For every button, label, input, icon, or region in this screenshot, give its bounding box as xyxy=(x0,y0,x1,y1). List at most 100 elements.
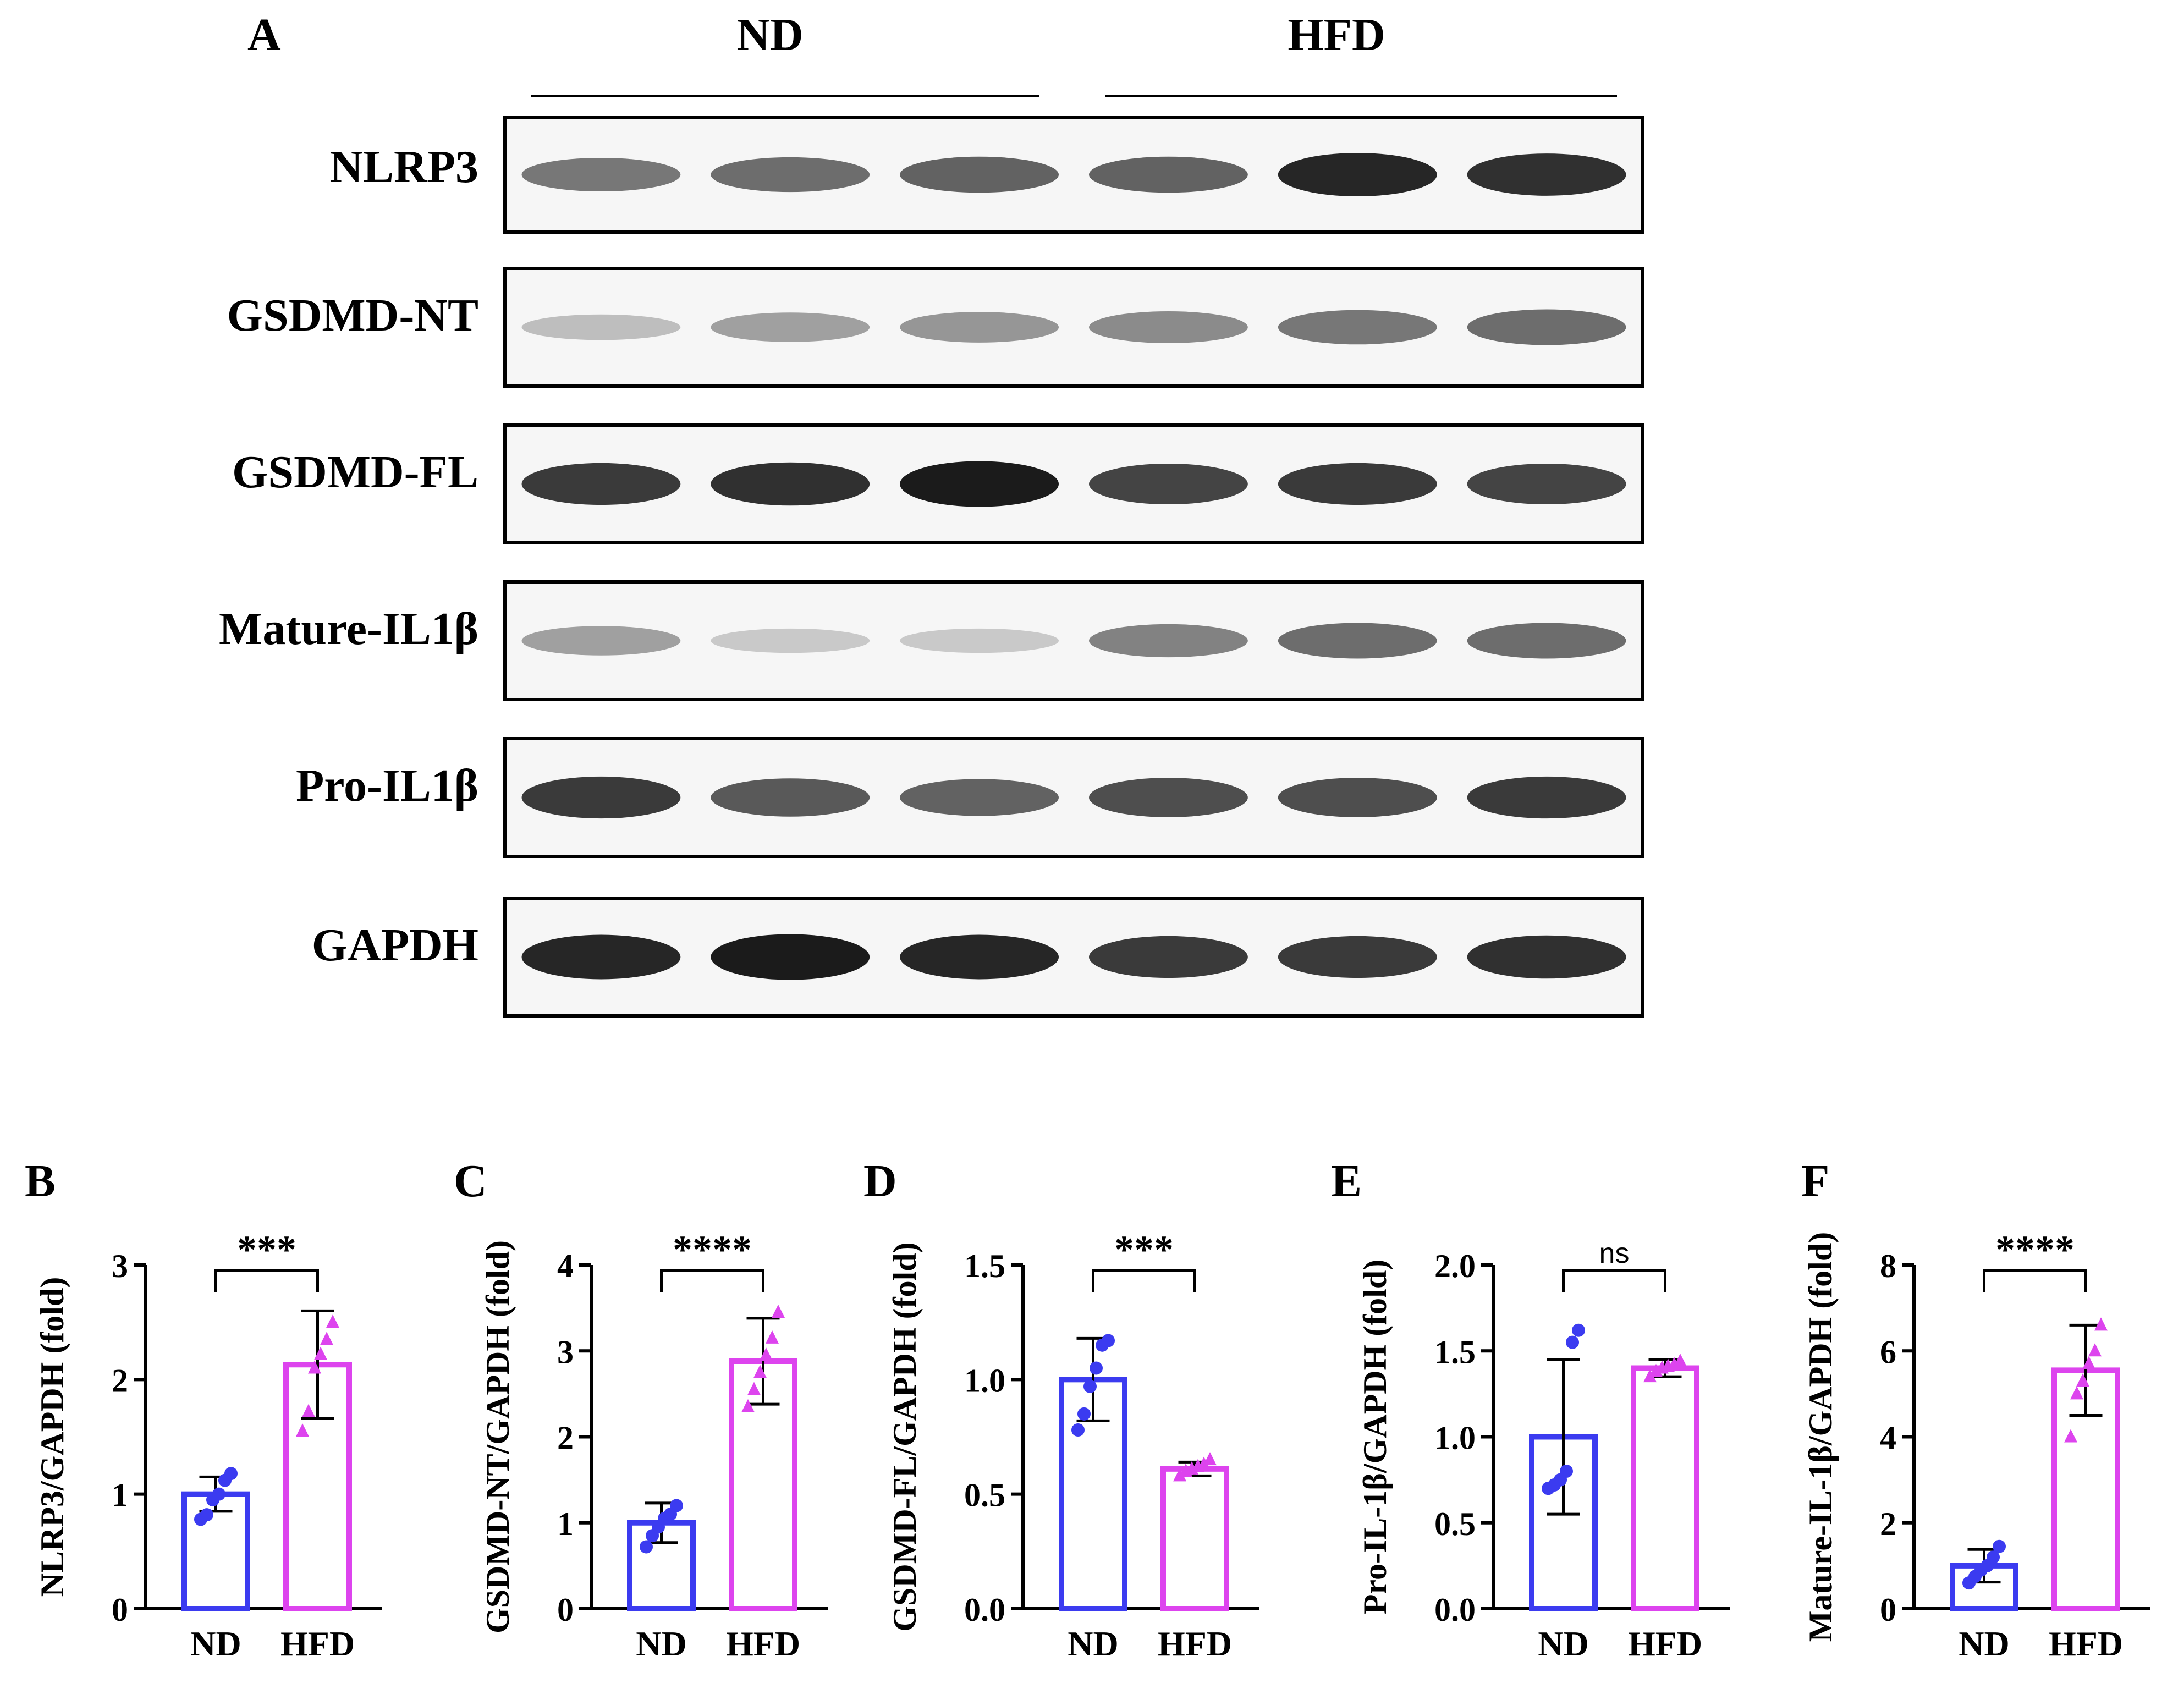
blot-band xyxy=(1278,463,1437,505)
significance-bracket xyxy=(1092,1269,1196,1292)
blot-label-gsdmd-nt: GSDMD-NT xyxy=(227,290,478,341)
y-axis-label: Mature-IL-1β/GAPDH (fold) xyxy=(1802,1232,1839,1642)
y-tick-label: 0 xyxy=(1880,1592,1896,1628)
y-tick-label: 1.5 xyxy=(964,1248,1005,1284)
data-point xyxy=(2094,1317,2108,1331)
blot-strip-gapdh xyxy=(503,897,1644,1018)
data-point xyxy=(1572,1323,1585,1337)
data-point xyxy=(1173,1468,1186,1482)
blot-label-nlrp3: NLRP3 xyxy=(329,141,478,193)
significance-label: *** xyxy=(237,1228,296,1272)
data-point xyxy=(1077,1407,1091,1421)
significance-bracket xyxy=(660,1269,764,1292)
y-tick-label: 0.5 xyxy=(1434,1506,1476,1542)
blot-band xyxy=(1467,623,1626,659)
panel-letter-a: A xyxy=(247,9,281,61)
blot-band xyxy=(521,463,681,505)
blot-band xyxy=(900,156,1059,193)
significance-label: ns xyxy=(1599,1238,1630,1269)
data-point xyxy=(1668,1357,1681,1371)
data-point xyxy=(1987,1550,2000,1564)
panel-letter: E xyxy=(1331,1156,1362,1207)
y-axis-label: GSDMD-FL/GAPDH (fold) xyxy=(887,1242,923,1631)
category-label-nd: ND xyxy=(1538,1624,1588,1663)
blot-label-mature-il1b: Mature-IL1β xyxy=(219,603,478,654)
significance-label: *** xyxy=(1114,1228,1174,1272)
blot-band xyxy=(1467,463,1626,505)
y-tick-label: 4 xyxy=(557,1248,574,1284)
data-point xyxy=(1071,1423,1085,1437)
blot-band xyxy=(521,157,681,192)
data-point xyxy=(302,1404,315,1417)
data-point xyxy=(2076,1373,2089,1387)
y-tick-label: 2 xyxy=(1880,1506,1896,1542)
y-tick-label: 2.0 xyxy=(1434,1248,1476,1284)
blot-band xyxy=(1278,936,1437,978)
significance-label: **** xyxy=(1995,1228,2075,1272)
panel-letter: C xyxy=(454,1156,487,1207)
data-point xyxy=(640,1540,653,1554)
category-label-nd: ND xyxy=(1068,1624,1118,1663)
data-point xyxy=(1993,1539,2006,1553)
chart-b: B 0 1 2 3 NLRP3/GAPDH (fold) ND HFD *** xyxy=(25,1156,382,1663)
y-tick-label: 1 xyxy=(112,1477,128,1514)
blot-band xyxy=(1089,463,1248,505)
category-label-hfd: HFD xyxy=(1628,1624,1702,1663)
blot-band xyxy=(711,312,870,342)
blot-band xyxy=(900,461,1059,507)
y-tick-label: 2 xyxy=(112,1362,128,1399)
data-point xyxy=(741,1399,755,1412)
significance-bracket xyxy=(1983,1269,2087,1292)
blot-band xyxy=(1089,778,1248,817)
data-point xyxy=(308,1360,321,1374)
blot-band xyxy=(711,157,870,193)
data-point xyxy=(670,1499,683,1513)
blot-label-gsdmd-fl: GSDMD-FL xyxy=(232,447,478,498)
data-point xyxy=(1649,1363,1663,1377)
data-point xyxy=(760,1348,773,1361)
blot-band xyxy=(1278,623,1437,659)
y-tick-label: 0 xyxy=(557,1592,574,1628)
y-axis-label: Pro-IL-1β/GAPDH (fold) xyxy=(1357,1260,1393,1614)
y-tick-label: 0.0 xyxy=(1434,1592,1476,1628)
blot-strip-nlrp3 xyxy=(503,116,1644,234)
y-tick-label: 1.0 xyxy=(1434,1420,1476,1456)
blot-band xyxy=(1467,153,1626,196)
y-tick-label: 4 xyxy=(1880,1420,1896,1456)
y-tick-label: 1.0 xyxy=(964,1362,1005,1399)
y-tick-label: 6 xyxy=(1880,1334,1896,1370)
data-point xyxy=(326,1314,339,1328)
blot-band xyxy=(1467,935,1626,979)
blot-band xyxy=(1089,156,1248,193)
data-point xyxy=(1560,1465,1573,1478)
chart-c: C 0 1 2 3 4 GSDMD-NT/GAPDH (fold) ND HFD **** xyxy=(454,1156,828,1663)
category-label-nd: ND xyxy=(1959,1624,2009,1663)
data-point xyxy=(1566,1335,1579,1349)
blot-band xyxy=(900,628,1059,653)
blot-band xyxy=(1089,624,1248,658)
blot-band xyxy=(521,626,681,656)
data-point xyxy=(1203,1452,1217,1466)
data-point xyxy=(296,1423,309,1437)
blot-band xyxy=(1089,311,1248,344)
data-point xyxy=(200,1508,213,1522)
blot-band xyxy=(1278,153,1437,196)
category-label-nd: ND xyxy=(636,1624,686,1663)
blot-band xyxy=(900,312,1059,343)
data-point xyxy=(753,1365,767,1378)
data-point xyxy=(1674,1354,1687,1367)
data-point xyxy=(1090,1361,1103,1375)
data-point xyxy=(1102,1334,1115,1348)
data-point xyxy=(320,1332,333,1345)
data-point xyxy=(212,1487,225,1501)
chart-e: E 0.0 0.5 1.0 1.5 2.0 Pro-IL-1β/GAPDH (fold) ND… xyxy=(1331,1156,1730,1663)
y-axis-label: NLRP3/GAPDH (fold) xyxy=(34,1277,70,1597)
category-label-hfd: HFD xyxy=(2049,1624,2123,1663)
data-point xyxy=(766,1330,779,1344)
bar-hfd xyxy=(1631,1365,1699,1612)
blot-band xyxy=(1278,778,1437,817)
category-label-nd: ND xyxy=(190,1624,241,1663)
chart-d: D 0.0 0.5 1.0 1.5 GSDMD-FL/GAPDH (fold) ND HFD *… xyxy=(863,1156,1259,1663)
data-point xyxy=(2064,1429,2077,1443)
group-line-nd xyxy=(531,95,1039,97)
